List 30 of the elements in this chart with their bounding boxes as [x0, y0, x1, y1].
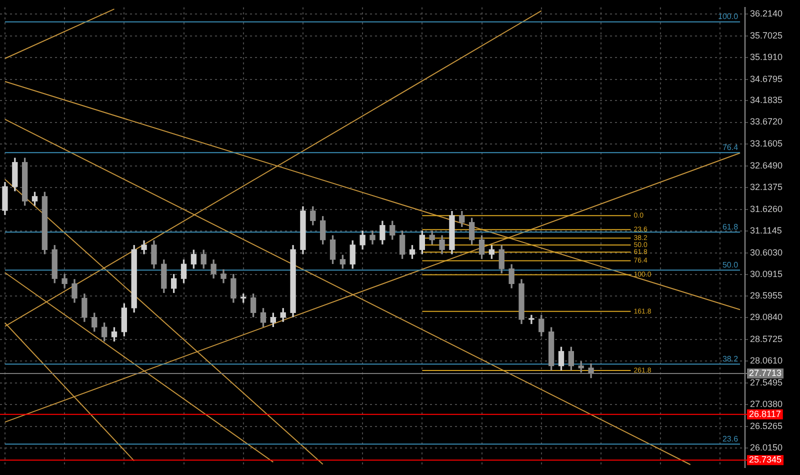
y-tick-label: 29.5955 — [750, 290, 783, 300]
y-tick-label: 34.6795 — [750, 74, 783, 84]
y-tick-label: 30.6030 — [750, 247, 783, 258]
y-tick-label: 27.5495 — [750, 377, 783, 388]
y-tick-label: 35.1910 — [750, 52, 783, 62]
series-label: 50.0 — [722, 260, 739, 270]
y-tick-label: 26.5265 — [750, 420, 783, 431]
ref-line-label: 25.7345 — [749, 454, 782, 465]
y-tick-label: 31.6260 — [750, 204, 783, 214]
y-tick-label: 26.0150 — [750, 442, 783, 453]
y-tick-label: 32.1375 — [750, 182, 783, 192]
y-tick-label: 32.6490 — [750, 160, 783, 170]
series-label: 76.4 — [722, 142, 739, 152]
y-tick-label: 33.1605 — [750, 138, 783, 149]
ref-line-label: 27.7713 — [749, 368, 782, 378]
y-tick-label: 28.5725 — [750, 334, 783, 344]
series-label: 23.6 — [722, 434, 739, 444]
y-tick-label: 33.6720 — [750, 116, 783, 127]
y-tick-label: 29.0840 — [750, 312, 783, 322]
y-tick-label: 31.1145 — [750, 226, 782, 236]
ref-line-label: 26.8117 — [749, 408, 781, 419]
y-tick-label: 30.0915 — [750, 269, 783, 280]
y-tick-label: 34.1835 — [750, 94, 783, 105]
y-tick-label: 28.0610 — [750, 356, 783, 366]
y-tick-label: 36.2140 — [750, 8, 783, 19]
y-tick-label: 35.7025 — [750, 30, 783, 40]
y-tick-label: 27.0380 — [750, 399, 783, 410]
series-label: 61.8 — [722, 222, 739, 232]
series-label: 38.2 — [722, 354, 739, 364]
series-label: 100.0 — [718, 12, 739, 22]
